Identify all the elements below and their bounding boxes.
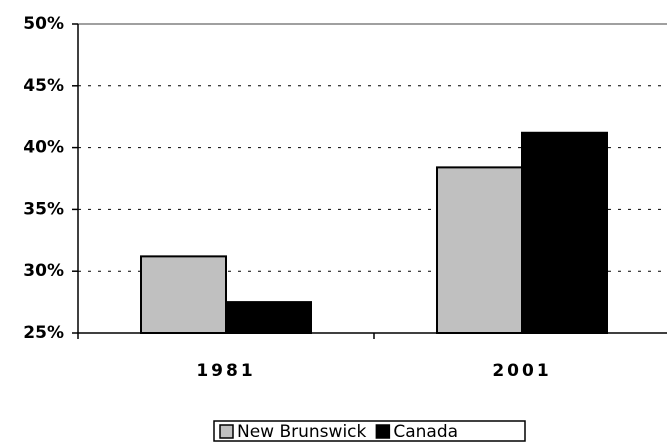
y-tick-label: 35%: [23, 199, 64, 219]
y-tick-label: 25%: [23, 323, 64, 343]
legend-label: New Brunswick: [237, 422, 367, 442]
bar: [436, 166, 523, 334]
y-tick-label: 40%: [23, 138, 64, 158]
y-tick-label: 50%: [23, 14, 64, 34]
bar: [140, 255, 227, 335]
x-tick-label: 1981: [196, 361, 255, 381]
legend-box: [213, 420, 526, 442]
y-tick-label: 30%: [23, 261, 64, 281]
legend-swatch: [375, 424, 391, 439]
x-tick-label: 2001: [492, 361, 551, 381]
bar: [521, 131, 608, 334]
y-tick-label: 45%: [23, 76, 64, 96]
bar: [225, 301, 312, 335]
legend-label: Canada: [393, 422, 458, 442]
legend-swatch: [219, 424, 234, 439]
